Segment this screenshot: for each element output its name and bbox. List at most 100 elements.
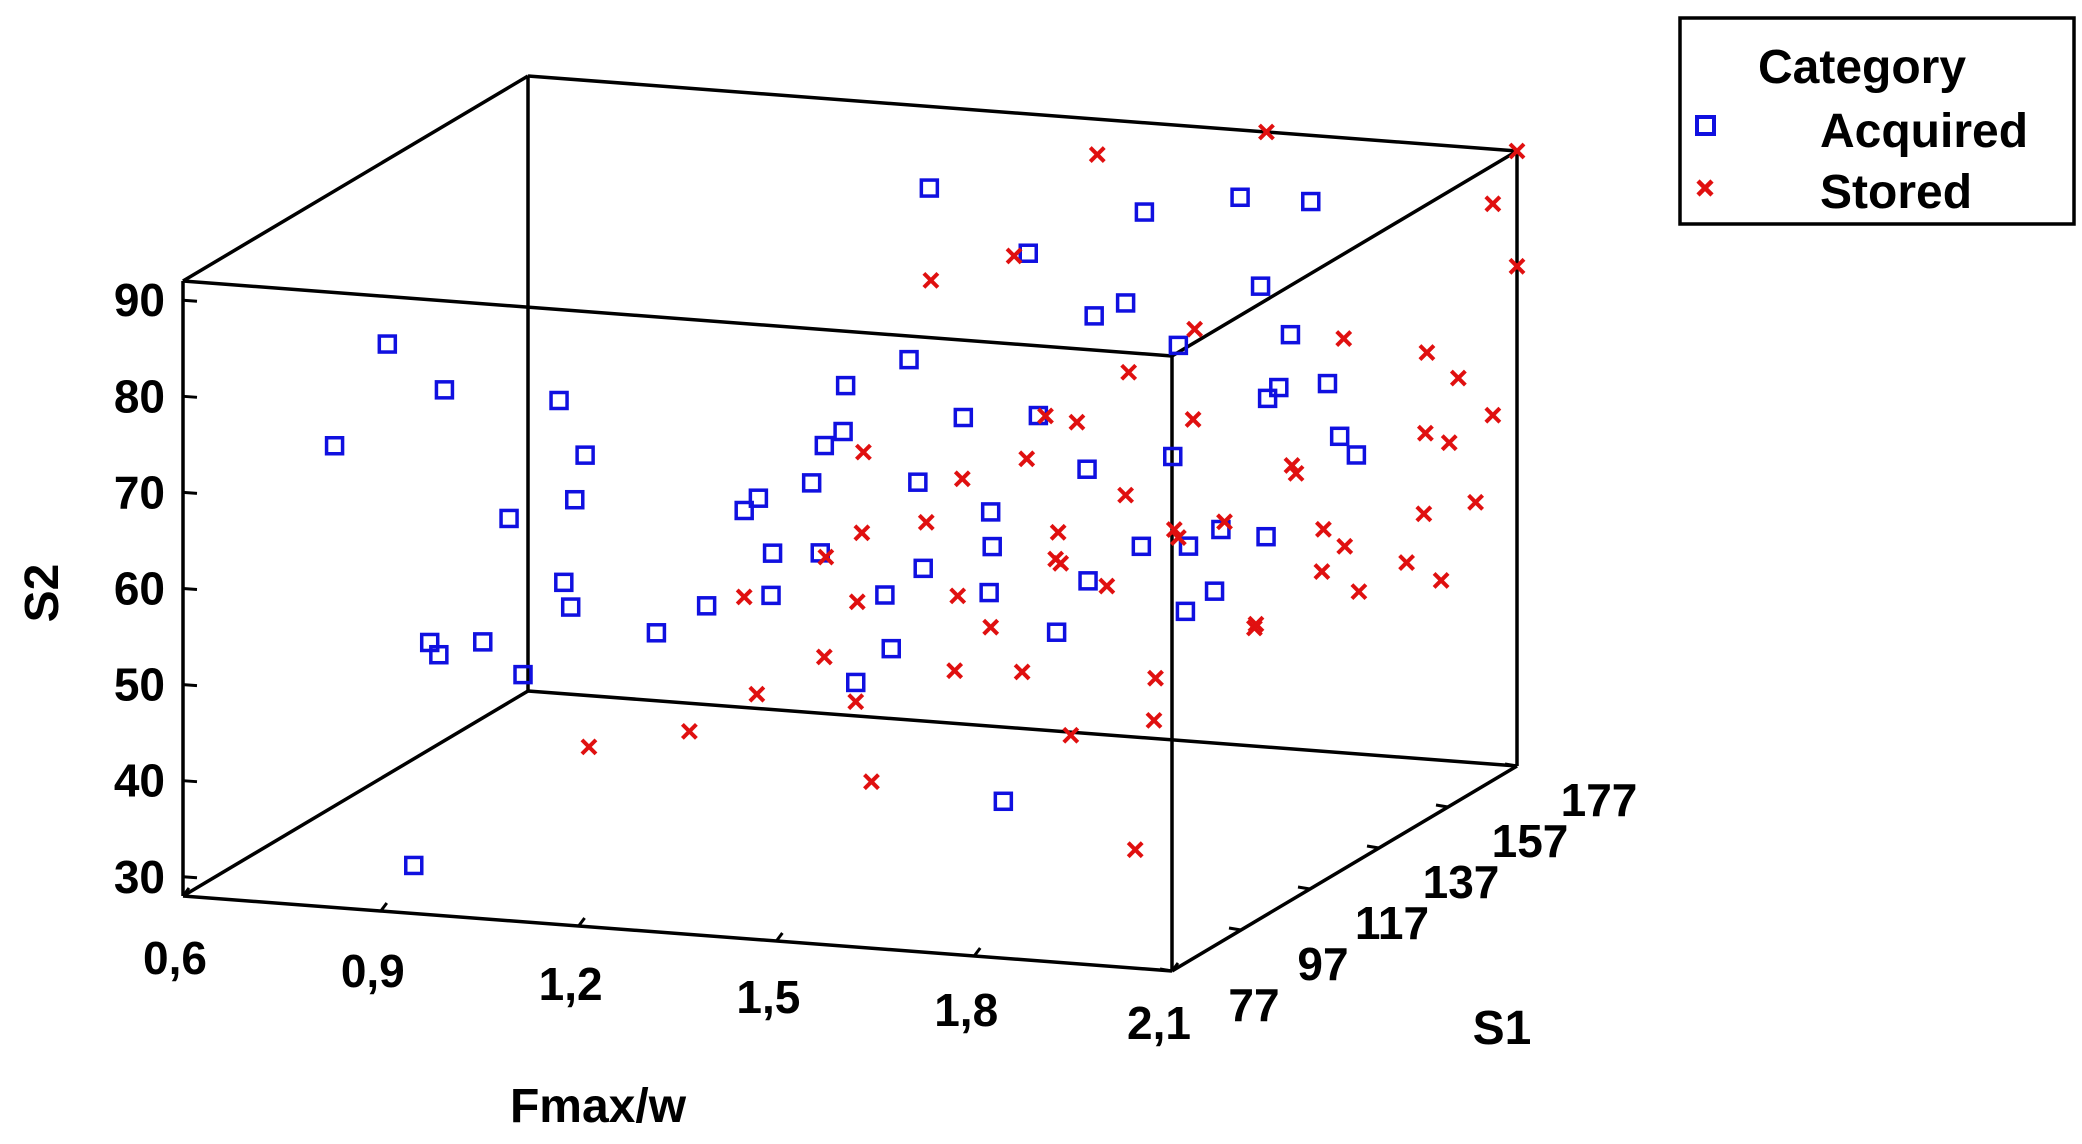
acquired-point-38 bbox=[1269, 377, 1289, 398]
stored-point-55 bbox=[1336, 537, 1354, 555]
y-tick-mark-0 bbox=[1159, 967, 1173, 973]
acquired-point-61 bbox=[761, 585, 781, 606]
acquired-point-47 bbox=[1084, 306, 1104, 326]
stored-point-6 bbox=[982, 618, 1000, 636]
acquired-point-50 bbox=[1250, 276, 1271, 296]
y-tick-mark-2 bbox=[1297, 885, 1311, 891]
stored-point-0 bbox=[580, 738, 598, 756]
stored-point-42 bbox=[1068, 413, 1086, 431]
acquired-point-20 bbox=[835, 375, 856, 396]
acquired-point-0 bbox=[404, 855, 424, 876]
acquired-point-13 bbox=[549, 390, 569, 411]
x-tick-label-0: 0,6 bbox=[143, 932, 207, 984]
box-edge-3 bbox=[1171, 764, 1518, 973]
acquired-point-6 bbox=[377, 334, 398, 354]
box-edge-7 bbox=[182, 279, 1173, 358]
stored-point-1 bbox=[680, 722, 698, 740]
stored-point-54 bbox=[1287, 464, 1305, 482]
z-tick-label-0: 30 bbox=[114, 851, 165, 903]
box-edge-8 bbox=[182, 74, 529, 283]
acquired-point-5 bbox=[434, 380, 455, 400]
stored-point-32 bbox=[855, 443, 872, 461]
y-tick-mark-3 bbox=[1366, 844, 1380, 850]
stored-point-26 bbox=[1484, 195, 1502, 213]
stored-point-9 bbox=[1145, 711, 1163, 729]
z-tick-mark-0 bbox=[182, 875, 198, 880]
acquired-point-58 bbox=[1018, 243, 1038, 263]
stored-point-22 bbox=[1415, 505, 1433, 523]
z-tick-label-6: 90 bbox=[114, 274, 165, 326]
stored-point-10 bbox=[1126, 841, 1144, 859]
acquired-point-34 bbox=[1078, 571, 1098, 591]
acquired-point-49 bbox=[993, 791, 1014, 812]
acquired-point-15 bbox=[734, 500, 754, 521]
x-tick-mark-3 bbox=[775, 932, 784, 942]
stored-point-8 bbox=[1062, 726, 1080, 744]
acquired-point-4 bbox=[499, 508, 519, 529]
stored-point-38 bbox=[1147, 669, 1164, 687]
stored-point-5 bbox=[863, 773, 880, 791]
stored-point-25 bbox=[1508, 257, 1526, 275]
stored-point-41 bbox=[848, 593, 866, 611]
stored-point-50 bbox=[922, 271, 940, 289]
box-edge-10 bbox=[1171, 149, 1518, 358]
acquired-point-33 bbox=[1134, 202, 1155, 222]
acquired-point-7 bbox=[324, 435, 345, 456]
data-points bbox=[324, 123, 1526, 876]
z-tick-mark-6 bbox=[182, 298, 198, 303]
stored-point-34 bbox=[817, 548, 835, 566]
stored-point-7 bbox=[1013, 663, 1031, 681]
y-tick-label-5: 177 bbox=[1561, 774, 1638, 826]
x-axis-title: Fmax/w bbox=[510, 1080, 687, 1133]
stored-point-4 bbox=[847, 693, 865, 711]
x-tick-label-1: 0,9 bbox=[341, 945, 405, 997]
z-tick-label-1: 40 bbox=[114, 755, 165, 807]
y-tick-label-1: 97 bbox=[1297, 938, 1348, 990]
acquired-point-9 bbox=[560, 597, 581, 617]
y-tick-label-4: 157 bbox=[1492, 815, 1569, 867]
stored-point-59 bbox=[1467, 493, 1485, 511]
acquired-point-46 bbox=[982, 536, 1002, 557]
stored-point-28 bbox=[1120, 363, 1138, 381]
stored-point-53 bbox=[1169, 529, 1187, 546]
z-tick-mark-2 bbox=[182, 683, 198, 688]
acquired-point-36 bbox=[1168, 335, 1189, 356]
x-tick-mark-4 bbox=[973, 947, 982, 957]
acquired-point-12 bbox=[575, 445, 595, 465]
stored-point-47 bbox=[1088, 146, 1106, 163]
stored-point-52 bbox=[1052, 554, 1070, 572]
acquired-point-56 bbox=[1211, 519, 1231, 540]
acquired-point-53 bbox=[1301, 191, 1321, 212]
legend-entry-stored: Stored bbox=[1820, 166, 1972, 219]
acquired-point-16 bbox=[801, 473, 822, 493]
stored-point-14 bbox=[1018, 450, 1036, 468]
y-tick-label-2: 117 bbox=[1355, 897, 1429, 949]
y-tick-label-0: 77 bbox=[1228, 979, 1279, 1031]
acquired-point-52 bbox=[1230, 187, 1250, 208]
legend-title: Category bbox=[1758, 41, 1966, 94]
acquired-point-31 bbox=[1115, 293, 1136, 313]
acquired-point-32 bbox=[1077, 459, 1097, 479]
acquired-point-44 bbox=[1346, 445, 1367, 465]
acquired-point-30 bbox=[979, 582, 999, 603]
acquired-point-40 bbox=[1204, 581, 1225, 601]
acquired-point-24 bbox=[953, 407, 974, 428]
x-axis-ticks: 0,6 0,9 1,2 1,5 1,8 2,1 bbox=[143, 887, 1191, 1049]
acquired-point-14 bbox=[646, 623, 667, 643]
acquired-point-29 bbox=[881, 638, 901, 659]
stored-point-16 bbox=[1117, 486, 1135, 504]
stored-point-39 bbox=[1247, 615, 1265, 633]
stored-point-45 bbox=[1416, 424, 1434, 442]
box-edge-1 bbox=[182, 689, 529, 898]
stored-point-31 bbox=[853, 524, 871, 542]
box-edge-5 bbox=[527, 689, 1518, 768]
stored-point-12 bbox=[1313, 563, 1331, 580]
legend-entry-acquired: Acquired bbox=[1820, 105, 2028, 158]
stored-point-2 bbox=[748, 685, 766, 703]
acquired-point-37 bbox=[1131, 536, 1152, 557]
x-tick-mark-0 bbox=[181, 887, 191, 897]
stored-point-58 bbox=[1432, 572, 1450, 589]
acquired-point-17 bbox=[748, 488, 769, 508]
